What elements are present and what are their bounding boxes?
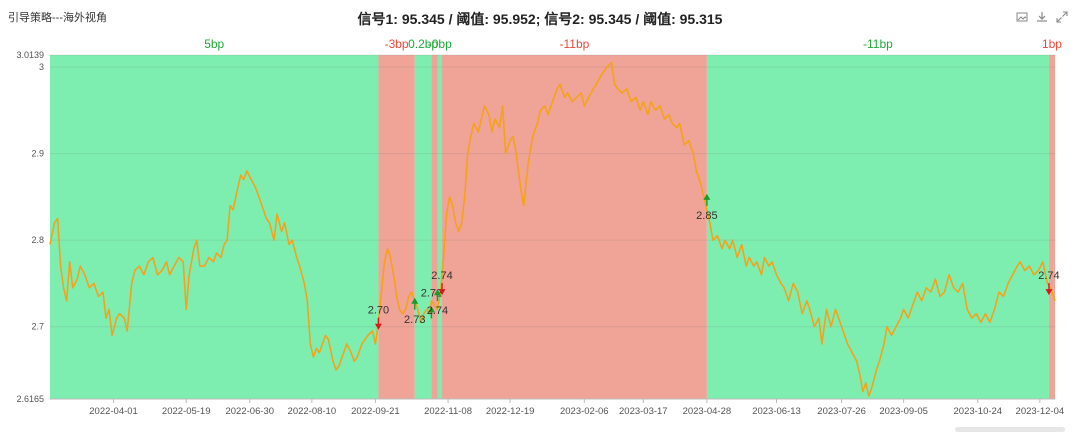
y-tick-label: 2.6165 <box>16 394 44 404</box>
x-tick-label: 2022-09-21 <box>351 406 400 417</box>
region-label: 5bp <box>204 37 224 51</box>
y-tick-label: 2.7 <box>31 322 44 332</box>
x-tick-label: 2022-06-30 <box>225 406 274 417</box>
series-line <box>49 61 1056 397</box>
x-tick-label: 2023-07-26 <box>817 406 866 417</box>
region-band <box>437 55 443 399</box>
x-tick-label: 2023-10-24 <box>954 406 1003 417</box>
annotation-label: 2.74 <box>1038 270 1059 282</box>
y-tick-label: 3 <box>39 62 44 72</box>
region-labels: 5bp -3bp 0.2bp-0bp -11bp -11bp 1bp <box>204 37 1062 51</box>
region-label: -3bp <box>385 37 409 51</box>
save-image-icon[interactable] <box>1016 11 1028 23</box>
x-tick-label: 2023-12-04 <box>1016 406 1065 417</box>
download-icon[interactable] <box>1036 11 1048 23</box>
region-band <box>442 55 707 399</box>
buy-arrow-icon <box>703 193 711 200</box>
x-tick-label: 2023-04-28 <box>683 406 732 417</box>
chart-title: 信号1: 95.345 / 阈值: 95.952; 信号2: 95.345 / … <box>357 11 723 27</box>
x-tick-label: 2023-03-17 <box>619 406 668 417</box>
annotation-label: 2.85 <box>696 210 717 222</box>
buy-arrow-icon <box>433 289 441 296</box>
region-band <box>431 55 438 399</box>
x-tick-label: 2022-05-19 <box>162 406 211 417</box>
sell-arrow-icon <box>1045 289 1053 296</box>
sell-arrow-icon <box>438 289 446 296</box>
region-label: 1bp <box>1042 37 1062 51</box>
region-band <box>378 55 415 399</box>
x-tick-label: 2022-12-19 <box>486 406 535 417</box>
region-label: -11bp <box>560 37 590 51</box>
y-tick-label: 2.8 <box>31 235 44 245</box>
annotation-label: 2.74 <box>427 305 448 317</box>
x-axis: 2022-04-01 2022-05-19 2022-06-30 2022-08-10… <box>50 398 1065 417</box>
x-tick-label: 2022-08-10 <box>288 406 337 417</box>
x-tick-label: 2022-04-01 <box>89 406 138 417</box>
chart-toolbox <box>1016 11 1068 23</box>
x-tick-label: 2023-02-06 <box>560 406 609 417</box>
data-zoom-scrollbar[interactable] <box>955 427 1065 432</box>
y-tick-label: 2.9 <box>31 149 44 159</box>
signal-regions <box>50 55 1055 399</box>
fullscreen-icon[interactable] <box>1056 11 1068 23</box>
x-tick-label: 2023-06-13 <box>752 406 801 417</box>
region-label: 0.2bp <box>408 37 438 51</box>
y-tick-label: 3.0139 <box>16 50 44 60</box>
annotation-label: 2.70 <box>368 305 389 317</box>
sell-arrow-icon <box>374 323 382 330</box>
annotation-label: 2.74 <box>431 270 452 282</box>
x-tick-label: 2022-11-08 <box>424 406 472 417</box>
region-band <box>50 55 379 399</box>
region-band <box>706 55 1049 399</box>
signal-annotations: 2.702.732.722.742.742.852.74 <box>368 193 1060 330</box>
panel-name: 引导策略---海外视角 <box>8 12 107 24</box>
region-label: -0bp <box>428 37 452 51</box>
buy-arrow-icon <box>411 297 419 304</box>
annotation-label: 2.73 <box>404 314 425 326</box>
x-tick-label: 2023-09-05 <box>879 406 928 417</box>
buy-arrow-icon <box>427 306 435 313</box>
region-label: -11bp <box>863 37 893 51</box>
region-band <box>1048 55 1055 399</box>
y-axis: 2.6165 2.7 2.8 2.9 3 3.0139 <box>16 50 44 404</box>
region-band <box>414 55 432 399</box>
